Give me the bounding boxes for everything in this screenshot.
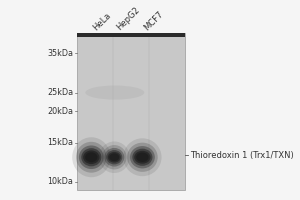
Ellipse shape	[109, 153, 119, 161]
Ellipse shape	[127, 143, 158, 172]
Text: MCF7: MCF7	[142, 9, 165, 32]
Ellipse shape	[79, 145, 104, 169]
Ellipse shape	[85, 86, 144, 100]
Ellipse shape	[108, 152, 121, 163]
Ellipse shape	[102, 145, 127, 169]
Ellipse shape	[104, 148, 124, 167]
Ellipse shape	[123, 138, 161, 176]
Bar	[77, 33, 184, 37]
Text: 15kDa: 15kDa	[47, 138, 74, 147]
Ellipse shape	[132, 149, 152, 166]
Text: 20kDa: 20kDa	[47, 107, 74, 116]
Ellipse shape	[134, 151, 151, 164]
Ellipse shape	[81, 148, 101, 166]
Ellipse shape	[76, 142, 106, 173]
Ellipse shape	[83, 150, 100, 164]
Ellipse shape	[72, 137, 110, 177]
Text: 35kDa: 35kDa	[47, 49, 74, 58]
Ellipse shape	[136, 153, 148, 162]
Ellipse shape	[130, 146, 155, 168]
Text: 10kDa: 10kDa	[48, 177, 74, 186]
Text: HepG2: HepG2	[114, 5, 141, 32]
Ellipse shape	[106, 150, 122, 164]
Ellipse shape	[99, 141, 130, 173]
Bar	[77, 33, 184, 190]
Text: Thioredoxin 1 (Trx1/TXN): Thioredoxin 1 (Trx1/TXN)	[190, 151, 293, 160]
Ellipse shape	[85, 152, 98, 162]
Text: 25kDa: 25kDa	[47, 88, 74, 97]
Text: HeLa: HeLa	[91, 11, 113, 32]
